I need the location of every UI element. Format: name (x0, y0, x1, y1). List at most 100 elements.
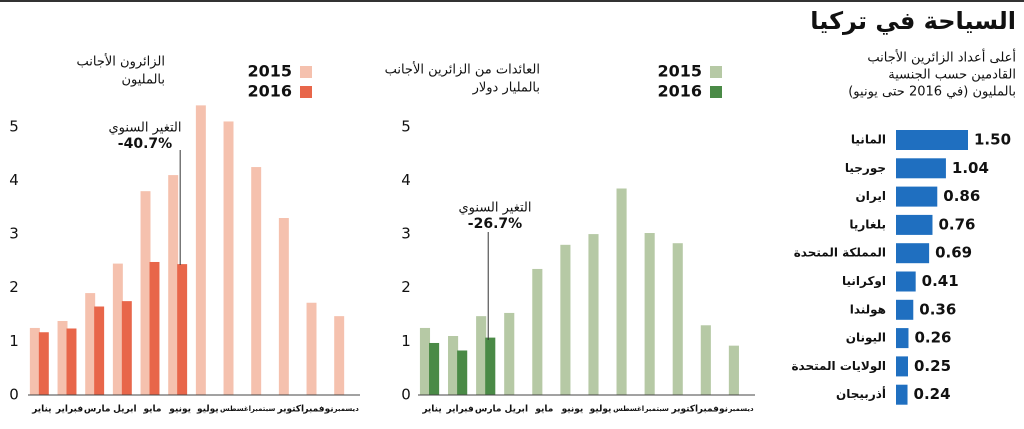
bar (672, 243, 683, 395)
y-tick-label: 0 (9, 386, 19, 404)
x-tick-label: مارس (475, 405, 502, 415)
bar (177, 264, 188, 395)
y-tick-label: 0 (401, 386, 411, 404)
x-tick-label: اكتوبر (277, 405, 305, 415)
bar (29, 327, 40, 395)
bar (57, 320, 68, 395)
chart-title: العائدات من الزائرين الأجانب (385, 61, 540, 78)
bar (896, 356, 908, 377)
x-tick-label: نوفمبر (302, 405, 333, 415)
bar (896, 271, 916, 292)
x-tick-label: اغسطس (613, 405, 644, 413)
x-tick-label: يوليو (196, 405, 219, 415)
y-tick-label: 3 (9, 225, 19, 243)
bar (195, 105, 206, 395)
x-tick-label: مايو (143, 405, 162, 415)
bar (896, 158, 946, 179)
x-tick-label: نوفمبر (697, 405, 728, 415)
category-label: اوكرانيا (842, 274, 886, 289)
annotation: التغير السنوي (459, 201, 532, 216)
bar (728, 345, 739, 395)
x-tick-label: ديسمبر (333, 405, 360, 413)
bar (334, 316, 345, 395)
bar (306, 302, 317, 395)
x-tick-label: مارس (84, 405, 111, 415)
bar (278, 218, 289, 395)
bar (94, 306, 105, 395)
category-label: هولندا (850, 302, 886, 317)
bar (38, 332, 49, 395)
value-label: 0.26 (914, 329, 951, 347)
x-tick-label: مايو (534, 405, 553, 415)
legend-swatch (710, 86, 722, 98)
x-tick-label: فبراير (446, 405, 474, 415)
category-label: أذربيجان (836, 386, 886, 401)
annotation-value: -40.7% (118, 136, 172, 152)
y-tick-label: 1 (401, 332, 411, 350)
value-label: 0.41 (922, 272, 959, 290)
x-tick-label: يناير (31, 405, 51, 415)
bar (896, 384, 908, 405)
main-title: السياحة في تركيا (810, 7, 1016, 35)
x-tick-label: فبراير (55, 405, 83, 415)
bar (588, 234, 599, 395)
chart-title: بالمليون (121, 73, 165, 88)
category-label: جورجيا (845, 161, 886, 176)
bar (251, 167, 262, 395)
bar (121, 301, 132, 395)
bar (476, 316, 487, 395)
bar (560, 244, 571, 395)
x-tick-label: سبتمبر (250, 405, 276, 413)
y-tick-label: 2 (401, 278, 411, 296)
chart-title: الزائرون الأجانب (76, 53, 165, 70)
bar (896, 130, 968, 150)
legend-label: 2016 (657, 82, 702, 101)
legend-label: 2016 (247, 82, 292, 101)
x-tick-label: ابريل (113, 405, 136, 415)
value-label: 0.36 (919, 300, 956, 318)
y-tick-label: 2 (9, 278, 19, 296)
y-tick-label: 4 (9, 171, 19, 189)
bar (896, 186, 938, 207)
value-label: 0.69 (935, 244, 972, 262)
category-label: ايران (856, 189, 886, 203)
value-label: 0.25 (914, 357, 951, 375)
bar (896, 328, 909, 349)
bar (616, 188, 627, 395)
y-tick-label: 5 (9, 117, 19, 135)
chart-title: بالمليون (في 2016 حتى يونيو) (848, 85, 1016, 100)
chart-title: القادمين حسب الجنسية (888, 68, 1016, 83)
bar (896, 299, 914, 320)
x-tick-label: اغسطس (220, 405, 251, 413)
bar (504, 312, 515, 395)
x-tick-label: ديسمبر (727, 405, 754, 413)
value-label: 0.86 (943, 187, 980, 205)
category-label: الولايات المتحدة (791, 359, 886, 374)
bar (85, 293, 96, 395)
bar (223, 121, 234, 396)
annotation-value: -26.7% (468, 216, 522, 232)
value-label: 0.24 (914, 385, 951, 403)
bar (112, 263, 123, 395)
bar (532, 268, 543, 395)
value-label: 1.04 (952, 159, 989, 177)
bar (140, 191, 151, 395)
x-tick-label: يوليو (589, 405, 612, 415)
x-tick-label: يونيو (168, 405, 191, 415)
bar (700, 325, 711, 395)
y-tick-label: 4 (401, 171, 411, 189)
y-tick-label: 3 (401, 225, 411, 243)
legend-label: 2015 (657, 62, 702, 81)
bar (149, 261, 160, 395)
category-label: بلغاريا (849, 217, 886, 231)
bar (896, 214, 933, 235)
category-label: المانيا (851, 133, 886, 147)
bar (896, 243, 930, 264)
x-tick-label: يناير (421, 405, 441, 415)
bar (419, 327, 431, 395)
y-tick-label: 5 (401, 117, 411, 135)
x-tick-label: ابريل (505, 405, 528, 415)
value-label: 1.50 (974, 131, 1011, 149)
x-tick-label: سبتمبر (643, 405, 669, 413)
